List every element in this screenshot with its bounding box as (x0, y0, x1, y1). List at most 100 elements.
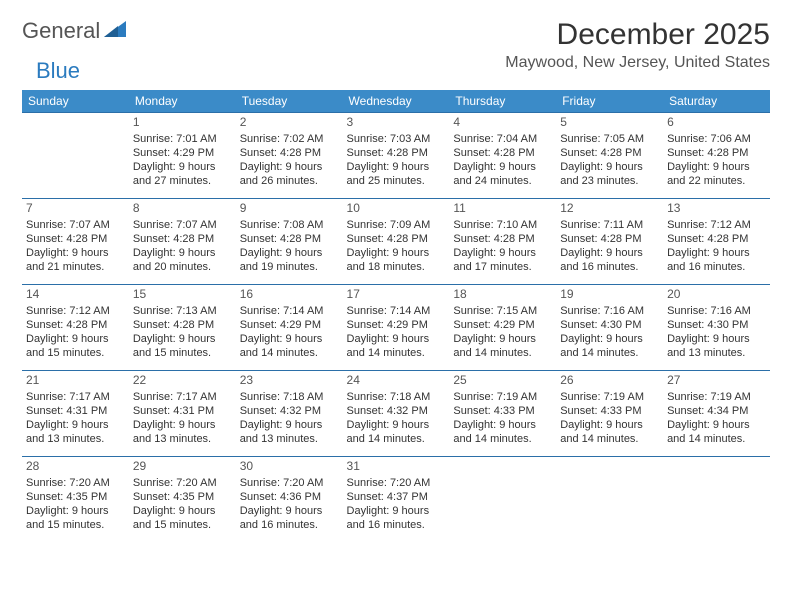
sunset-text: Sunset: 4:30 PM (667, 318, 766, 332)
logo-triangle-icon (104, 21, 126, 42)
calendar-cell: 28Sunrise: 7:20 AMSunset: 4:35 PMDayligh… (22, 457, 129, 543)
day-header: Wednesday (343, 90, 450, 113)
calendar-cell (22, 113, 129, 199)
sunset-text: Sunset: 4:28 PM (26, 232, 125, 246)
sunset-text: Sunset: 4:28 PM (347, 232, 446, 246)
day-number: 7 (26, 201, 125, 217)
calendar-week-row: 14Sunrise: 7:12 AMSunset: 4:28 PMDayligh… (22, 285, 770, 371)
daylight-text: Daylight: 9 hours and 14 minutes. (560, 332, 659, 361)
sunrise-text: Sunrise: 7:17 AM (26, 390, 125, 404)
sunrise-text: Sunrise: 7:03 AM (347, 132, 446, 146)
sunrise-text: Sunrise: 7:17 AM (133, 390, 232, 404)
calendar-cell: 6Sunrise: 7:06 AMSunset: 4:28 PMDaylight… (663, 113, 770, 199)
day-number: 21 (26, 373, 125, 389)
sunrise-text: Sunrise: 7:19 AM (453, 390, 552, 404)
sunrise-text: Sunrise: 7:09 AM (347, 218, 446, 232)
daylight-text: Daylight: 9 hours and 14 minutes. (347, 332, 446, 361)
day-number: 3 (347, 115, 446, 131)
calendar-cell: 15Sunrise: 7:13 AMSunset: 4:28 PMDayligh… (129, 285, 236, 371)
daylight-text: Daylight: 9 hours and 13 minutes. (26, 418, 125, 447)
calendar-cell: 7Sunrise: 7:07 AMSunset: 4:28 PMDaylight… (22, 199, 129, 285)
calendar-cell (449, 457, 556, 543)
calendar-cell: 8Sunrise: 7:07 AMSunset: 4:28 PMDaylight… (129, 199, 236, 285)
calendar-cell: 30Sunrise: 7:20 AMSunset: 4:36 PMDayligh… (236, 457, 343, 543)
sunrise-text: Sunrise: 7:06 AM (667, 132, 766, 146)
sunrise-text: Sunrise: 7:11 AM (560, 218, 659, 232)
daylight-text: Daylight: 9 hours and 24 minutes. (453, 160, 552, 189)
day-number: 6 (667, 115, 766, 131)
day-number: 28 (26, 459, 125, 475)
sunset-text: Sunset: 4:35 PM (26, 490, 125, 504)
sunrise-text: Sunrise: 7:08 AM (240, 218, 339, 232)
day-number: 12 (560, 201, 659, 217)
sunset-text: Sunset: 4:32 PM (240, 404, 339, 418)
day-number: 20 (667, 287, 766, 303)
daylight-text: Daylight: 9 hours and 26 minutes. (240, 160, 339, 189)
calendar-table: SundayMondayTuesdayWednesdayThursdayFrid… (22, 90, 770, 543)
sunrise-text: Sunrise: 7:20 AM (26, 476, 125, 490)
calendar-body: 1Sunrise: 7:01 AMSunset: 4:29 PMDaylight… (22, 113, 770, 543)
day-header: Sunday (22, 90, 129, 113)
sunset-text: Sunset: 4:28 PM (560, 146, 659, 160)
calendar-cell: 14Sunrise: 7:12 AMSunset: 4:28 PMDayligh… (22, 285, 129, 371)
daylight-text: Daylight: 9 hours and 14 minutes. (667, 418, 766, 447)
sunset-text: Sunset: 4:29 PM (453, 318, 552, 332)
daylight-text: Daylight: 9 hours and 23 minutes. (560, 160, 659, 189)
logo-text-general: General (22, 18, 100, 44)
calendar-cell: 20Sunrise: 7:16 AMSunset: 4:30 PMDayligh… (663, 285, 770, 371)
sunset-text: Sunset: 4:28 PM (133, 232, 232, 246)
day-number: 9 (240, 201, 339, 217)
calendar-cell: 12Sunrise: 7:11 AMSunset: 4:28 PMDayligh… (556, 199, 663, 285)
daylight-text: Daylight: 9 hours and 18 minutes. (347, 246, 446, 275)
daylight-text: Daylight: 9 hours and 15 minutes. (26, 504, 125, 533)
daylight-text: Daylight: 9 hours and 14 minutes. (240, 332, 339, 361)
location: Maywood, New Jersey, United States (505, 54, 770, 72)
calendar-cell: 25Sunrise: 7:19 AMSunset: 4:33 PMDayligh… (449, 371, 556, 457)
daylight-text: Daylight: 9 hours and 16 minutes. (240, 504, 339, 533)
day-number: 24 (347, 373, 446, 389)
calendar-cell: 16Sunrise: 7:14 AMSunset: 4:29 PMDayligh… (236, 285, 343, 371)
day-number: 5 (560, 115, 659, 131)
calendar-cell: 1Sunrise: 7:01 AMSunset: 4:29 PMDaylight… (129, 113, 236, 199)
sunset-text: Sunset: 4:28 PM (560, 232, 659, 246)
sunrise-text: Sunrise: 7:14 AM (240, 304, 339, 318)
calendar-cell: 10Sunrise: 7:09 AMSunset: 4:28 PMDayligh… (343, 199, 450, 285)
calendar-header-row: SundayMondayTuesdayWednesdayThursdayFrid… (22, 90, 770, 113)
calendar-week-row: 28Sunrise: 7:20 AMSunset: 4:35 PMDayligh… (22, 457, 770, 543)
sunset-text: Sunset: 4:37 PM (347, 490, 446, 504)
calendar-cell: 23Sunrise: 7:18 AMSunset: 4:32 PMDayligh… (236, 371, 343, 457)
day-header: Monday (129, 90, 236, 113)
day-header: Tuesday (236, 90, 343, 113)
sunrise-text: Sunrise: 7:04 AM (453, 132, 552, 146)
calendar-cell: 9Sunrise: 7:08 AMSunset: 4:28 PMDaylight… (236, 199, 343, 285)
sunrise-text: Sunrise: 7:20 AM (133, 476, 232, 490)
daylight-text: Daylight: 9 hours and 16 minutes. (667, 246, 766, 275)
calendar-cell: 22Sunrise: 7:17 AMSunset: 4:31 PMDayligh… (129, 371, 236, 457)
day-header: Thursday (449, 90, 556, 113)
calendar-week-row: 1Sunrise: 7:01 AMSunset: 4:29 PMDaylight… (22, 113, 770, 199)
day-number: 19 (560, 287, 659, 303)
day-number: 26 (560, 373, 659, 389)
day-header: Friday (556, 90, 663, 113)
daylight-text: Daylight: 9 hours and 19 minutes. (240, 246, 339, 275)
sunrise-text: Sunrise: 7:16 AM (667, 304, 766, 318)
calendar-cell: 2Sunrise: 7:02 AMSunset: 4:28 PMDaylight… (236, 113, 343, 199)
sunrise-text: Sunrise: 7:15 AM (453, 304, 552, 318)
daylight-text: Daylight: 9 hours and 15 minutes. (26, 332, 125, 361)
day-header: Saturday (663, 90, 770, 113)
sunset-text: Sunset: 4:28 PM (133, 318, 232, 332)
calendar-cell (663, 457, 770, 543)
calendar-week-row: 7Sunrise: 7:07 AMSunset: 4:28 PMDaylight… (22, 199, 770, 285)
sunrise-text: Sunrise: 7:12 AM (667, 218, 766, 232)
sunrise-text: Sunrise: 7:18 AM (347, 390, 446, 404)
sunset-text: Sunset: 4:29 PM (133, 146, 232, 160)
sunrise-text: Sunrise: 7:14 AM (347, 304, 446, 318)
calendar-cell (556, 457, 663, 543)
daylight-text: Daylight: 9 hours and 21 minutes. (26, 246, 125, 275)
day-number: 10 (347, 201, 446, 217)
daylight-text: Daylight: 9 hours and 13 minutes. (240, 418, 339, 447)
sunset-text: Sunset: 4:31 PM (133, 404, 232, 418)
sunset-text: Sunset: 4:34 PM (667, 404, 766, 418)
sunset-text: Sunset: 4:28 PM (347, 146, 446, 160)
daylight-text: Daylight: 9 hours and 15 minutes. (133, 504, 232, 533)
